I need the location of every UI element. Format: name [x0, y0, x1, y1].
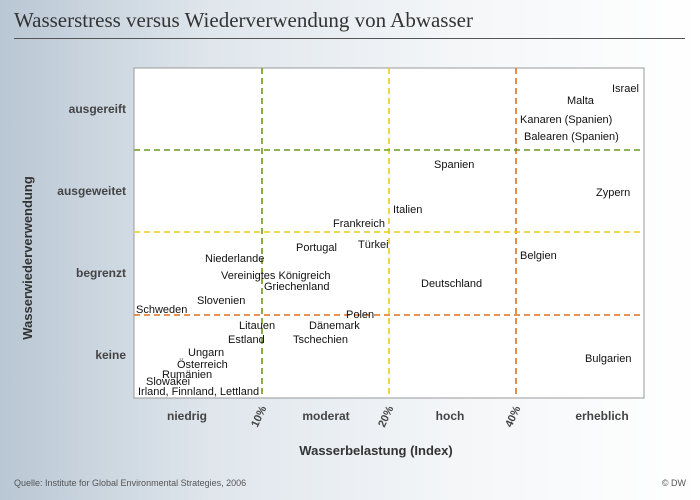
- y-axis-title: Wasserwiederverwendung: [20, 176, 35, 340]
- point-label-tschechien: Tschechien: [293, 334, 348, 346]
- point-label-türkei: Türkei: [358, 239, 389, 251]
- y-tick-label: ausgeweitet: [57, 184, 126, 198]
- point-label-ungarn: Ungarn: [188, 347, 224, 359]
- x-tick-label: hoch: [436, 409, 465, 423]
- y-tick-label: keine: [95, 348, 126, 362]
- point-label-slowakei: Slowakei: [146, 376, 190, 388]
- point-label-malta: Malta: [567, 95, 595, 107]
- source-note: Quelle: Institute for Global Environment…: [14, 478, 247, 488]
- point-label-israel: Israel: [612, 83, 639, 95]
- y-tick-label: begrenzt: [76, 266, 126, 280]
- x-tick-label: niedrig: [167, 409, 207, 423]
- x-axis-title: Wasserbelastung (Index): [299, 443, 452, 458]
- point-label-estland: Estland: [228, 334, 265, 346]
- point-label-schweden: Schweden: [136, 304, 187, 316]
- point-label-deutschland: Deutschland: [421, 278, 482, 290]
- x-tick-label: erheblich: [575, 409, 628, 423]
- point-label-frankreich: Frankreich: [333, 218, 385, 230]
- point-label-kanaren-spanien: Kanaren (Spanien): [520, 114, 612, 126]
- point-label-zypern: Zypern: [596, 187, 630, 199]
- point-label-balearen-spanien: Balearen (Spanien): [524, 131, 619, 143]
- point-label-polen: Polen: [346, 309, 374, 321]
- point-label-dänemark: Dänemark: [309, 320, 360, 332]
- point-label-niederlande: Niederlande: [205, 253, 264, 265]
- point-label-irland-finnland-lettland: Irland, Finnland, Lettland: [138, 386, 259, 398]
- point-label-griechenland: Griechenland: [264, 281, 329, 293]
- chart-title: Wasserstress versus Wiederverwendung von…: [14, 8, 473, 32]
- point-label-portugal: Portugal: [296, 242, 337, 254]
- credit-note: © DW: [661, 478, 686, 488]
- threshold-label: 10%: [249, 404, 269, 429]
- point-label-vereinigtes-königreich: Vereinigtes Königreich: [221, 270, 330, 282]
- y-tick-label: ausgereift: [69, 102, 126, 116]
- threshold-label: 20%: [376, 404, 396, 429]
- point-label-bulgarien: Bulgarien: [585, 353, 631, 365]
- title-divider: [14, 38, 685, 39]
- point-label-slovenien: Slovenien: [197, 295, 245, 307]
- point-label-spanien: Spanien: [434, 159, 474, 171]
- x-tick-label: moderat: [302, 409, 349, 423]
- threshold-label: 40%: [503, 404, 523, 429]
- point-label-belgien: Belgien: [520, 250, 557, 262]
- point-label-rumänien: Rumänien: [162, 369, 212, 381]
- point-label-litauen: Litauen: [239, 320, 275, 332]
- point-label-österreich: Österreich: [177, 359, 228, 371]
- point-label-italien: Italien: [393, 204, 422, 216]
